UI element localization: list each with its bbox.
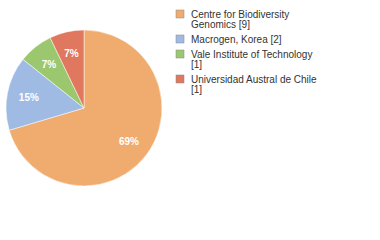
data-label: 7% xyxy=(42,59,57,70)
slices xyxy=(6,30,162,186)
chart: 69% 15% 7% 7% Centre for BiodiversityGenomic… xyxy=(0,0,380,240)
legend-swatch xyxy=(176,10,184,18)
legend-label: Macrogen, Korea [2] xyxy=(191,34,282,45)
data-label: 69% xyxy=(119,136,139,147)
data-label: 7% xyxy=(64,48,79,59)
legend-label: Vale Institute of Technology[1] xyxy=(191,49,312,70)
legend-label: Universidad Austral de Chile[1] xyxy=(191,74,317,95)
legend-swatch xyxy=(176,35,184,43)
legend-swatch xyxy=(176,75,184,83)
legend: Centre for BiodiversityGenomics [9] Macro… xyxy=(176,9,317,95)
data-label: 15% xyxy=(19,92,39,103)
legend-swatch xyxy=(176,50,184,58)
legend-label: Centre for BiodiversityGenomics [9] xyxy=(191,9,289,30)
